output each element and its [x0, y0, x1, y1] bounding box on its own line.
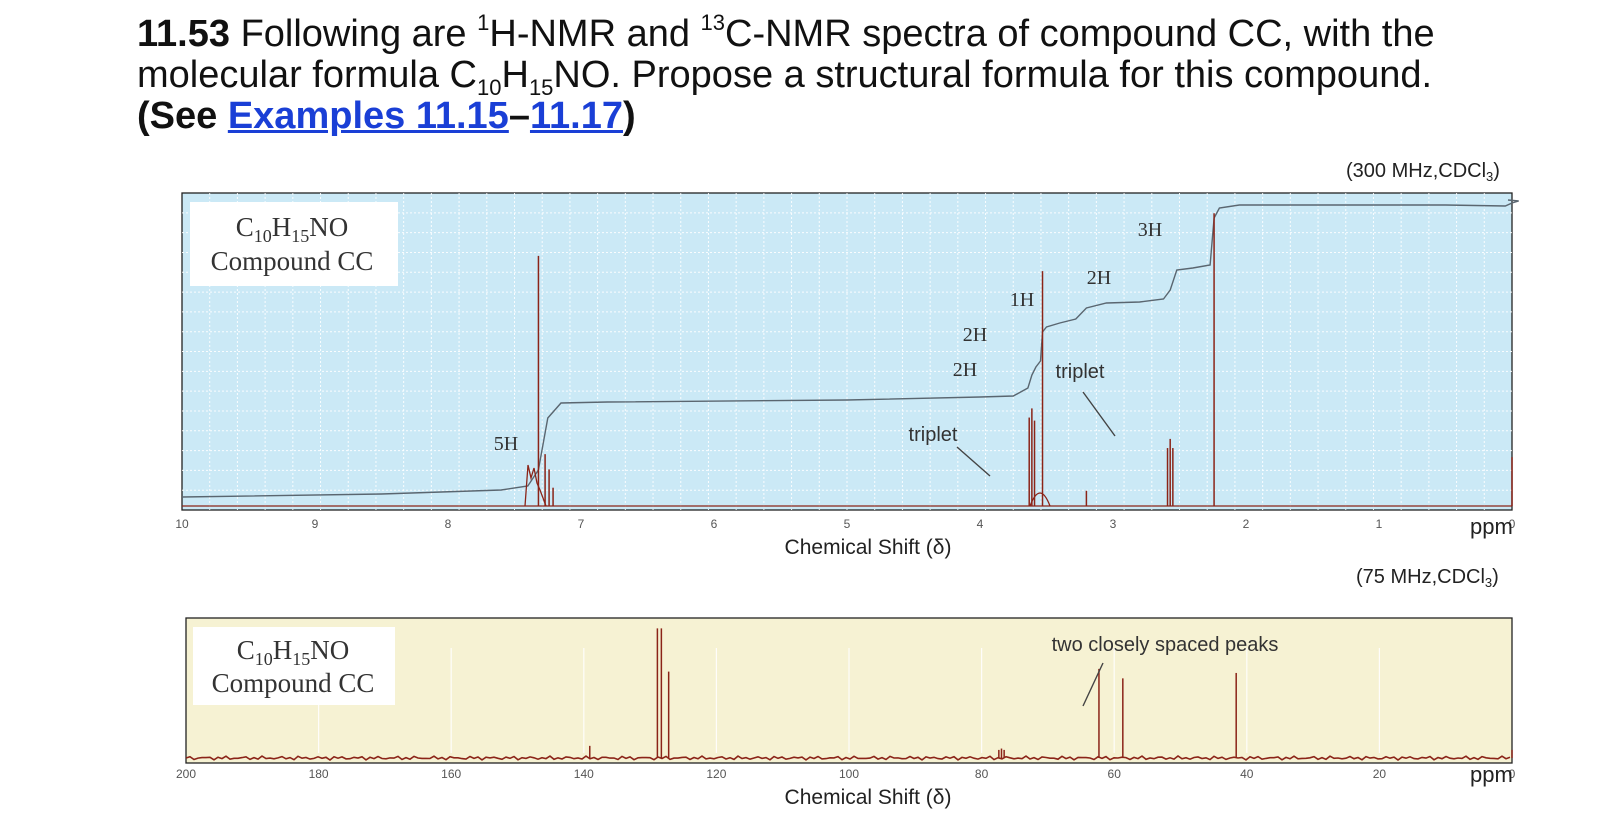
- h-nmr-conditions: (300 MHz,CDCl3): [1346, 160, 1500, 183]
- question-fragment: Following are: [240, 13, 478, 55]
- h-nmr-tick-labels: 10 9 8 7 6 5 4 3 2 1 0: [175, 517, 1515, 531]
- c-tick-label: 180: [309, 767, 329, 781]
- h-aromatic-cluster: [524, 464, 547, 507]
- c-nmr-compound: Compound CC: [212, 668, 375, 698]
- question-fragment: NO. Propose a structural formula for thi…: [553, 54, 1433, 96]
- h-tick-label: 10: [175, 517, 189, 531]
- c-tick-label: 40: [1240, 767, 1254, 781]
- c-tick-label: 120: [706, 767, 726, 781]
- question-line-1: 11.53 Following are 1H-NMR and 13C-NMR s…: [137, 12, 1577, 55]
- cond-text: ): [1492, 566, 1499, 588]
- cond-text: (300 MHz,CDCl: [1346, 160, 1487, 182]
- closely-spaced-label: two closely spaced peaks: [1052, 634, 1279, 656]
- h-tick-label: 6: [711, 517, 718, 531]
- h-tick-label: 9: [312, 517, 319, 531]
- question-line-2: molecular formula C10H15NO. Propose a st…: [137, 54, 1577, 99]
- c-tick-label: 80: [975, 767, 989, 781]
- question-fragment: H-NMR and: [489, 13, 701, 55]
- h-oh-bump: [1029, 492, 1051, 507]
- c-tick-label: 100: [839, 767, 859, 781]
- cond-sub: 3: [1484, 575, 1493, 590]
- question-text: 11.53 Following are 1H-NMR and 13C-NMR s…: [137, 12, 1577, 137]
- h-nmr-xlabel: Chemical Shift (δ): [785, 536, 952, 559]
- c-nmr-conditions: (75 MHz,CDCl3): [1356, 566, 1499, 589]
- question-fragment: C-NMR spectra of compound CC, with the: [725, 13, 1435, 55]
- integral-label-2h-a: 2H: [953, 359, 977, 381]
- c-tick-label: 0: [1509, 767, 1516, 781]
- subscript-h: 15: [528, 75, 554, 100]
- h-nmr-peaks: [537, 213, 1513, 506]
- triplet-label-a: triplet: [909, 424, 958, 446]
- c-nmr-peaks: [589, 628, 1513, 758]
- question-fragment: molecular formula C: [137, 54, 477, 96]
- h-nmr-unit: ppm: [1470, 514, 1513, 539]
- cond-sub: 3: [1486, 169, 1494, 184]
- superscript-13: 13: [700, 10, 726, 35]
- c-tick-label: 140: [574, 767, 594, 781]
- h-tick-label: 7: [578, 517, 585, 531]
- h-tick-label: 3: [1110, 517, 1117, 531]
- h-tick-label: 5: [844, 517, 851, 531]
- c-nmr-tick-labels: 200 180 160 140 120 100 80 60 40 20 0: [176, 767, 1516, 781]
- examples-link-2[interactable]: 11.17: [529, 95, 623, 137]
- c-tick-label: 20: [1373, 767, 1387, 781]
- triplet-arrow-a: [956, 446, 991, 477]
- c-nmr-formula-box: C10H15NO Compound CC: [193, 627, 395, 705]
- cond-text: ): [1493, 160, 1500, 182]
- h-nmr-formula: C10H15NO: [236, 212, 349, 246]
- c-tick-label: 60: [1108, 767, 1122, 781]
- c-tick-label: 160: [441, 767, 461, 781]
- h-nmr-integral-curve: [181, 199, 1519, 498]
- h-nmr-formula-bg: [190, 202, 398, 286]
- see-open: (See: [137, 95, 228, 137]
- question-fragment: H: [501, 54, 529, 96]
- triplet-label-b: triplet: [1056, 361, 1105, 383]
- integral-label-2h-b: 2H: [963, 324, 987, 346]
- c-nmr-unit: ppm: [1470, 762, 1513, 787]
- integral-label-5h: 5H: [494, 433, 518, 455]
- h-tick-label: 8: [445, 517, 452, 531]
- subscript-c: 10: [477, 75, 502, 100]
- c-nmr-baseline: [185, 755, 1511, 761]
- c-nmr-formula-bg: [193, 627, 395, 705]
- integral-label-1h: 1H: [1010, 289, 1034, 311]
- closely-spaced-arrow: [1082, 662, 1104, 707]
- h-tick-label: 4: [977, 517, 984, 531]
- integral-label-2h-c: 2H: [1087, 267, 1111, 289]
- h-nmr-compound: Compound CC: [211, 246, 374, 276]
- question-number: 11.53: [137, 13, 230, 55]
- question-line-3: (See Examples 11.15–11.17): [137, 96, 1577, 137]
- triplet-arrow-b: [1082, 391, 1116, 437]
- see-dash: –: [508, 95, 530, 137]
- cond-text: (75 MHz,CDCl: [1356, 566, 1485, 588]
- c-tick-label: 200: [176, 767, 196, 781]
- h-nmr-formula-box: C10H15NO Compound CC: [190, 202, 398, 286]
- c-nmr-formula: C10H15NO: [237, 635, 350, 669]
- h-tick-label: 0: [1509, 517, 1516, 531]
- h-tick-label: 1: [1376, 517, 1383, 531]
- superscript-1: 1: [477, 10, 490, 35]
- integral-label-3h: 3H: [1138, 219, 1162, 241]
- h-tick-label: 2: [1243, 517, 1250, 531]
- examples-link-1[interactable]: Examples 11.15: [227, 95, 509, 137]
- see-close: ): [622, 95, 636, 137]
- c-nmr-xlabel: Chemical Shift (δ): [785, 786, 952, 809]
